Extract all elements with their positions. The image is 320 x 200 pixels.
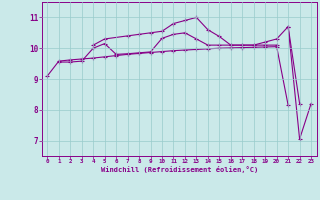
X-axis label: Windchill (Refroidissement éolien,°C): Windchill (Refroidissement éolien,°C) xyxy=(100,166,258,173)
